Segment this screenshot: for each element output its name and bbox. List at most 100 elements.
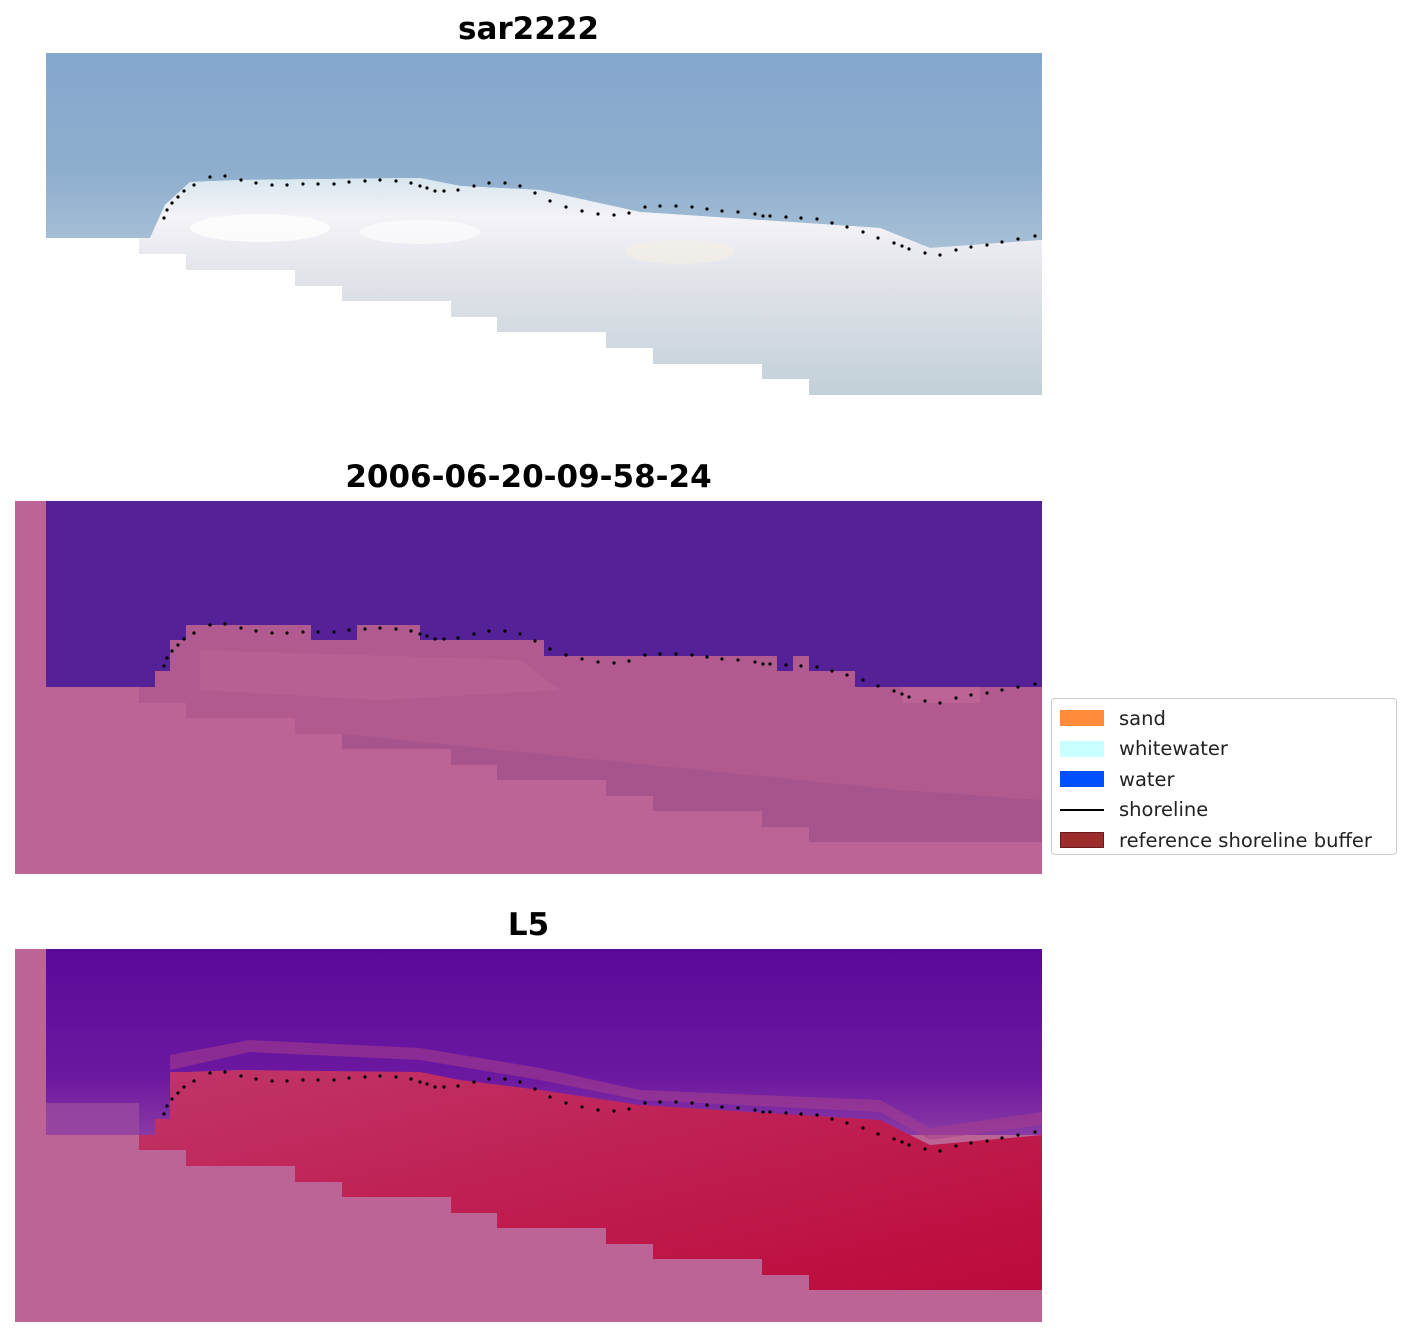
shoreline-point [456,188,460,192]
shoreline-point [418,184,422,188]
shoreline-point [332,1078,336,1082]
shoreline-point [845,673,849,677]
legend-item-sand: sand [1052,703,1396,734]
shoreline-point [301,182,305,186]
shoreline-point [442,1085,446,1089]
panel-title-2: 2006-06-20-09-58-24 [345,459,712,495]
shoreline-point [907,695,911,699]
shoreline-point [548,199,552,203]
shoreline-line-swatch [1060,808,1104,811]
shoreline-point [720,657,724,661]
shoreline-point [876,684,880,688]
shoreline-point [254,1077,258,1081]
legend-label: sand [1119,706,1166,730]
shoreline-point [627,659,631,663]
shoreline-point [954,248,958,252]
shoreline-point [596,212,600,216]
shoreline-point [518,1080,522,1084]
shoreline-point [954,1144,958,1148]
shoreline-point [285,183,289,187]
shoreline-point [658,652,662,656]
shoreline-point [784,663,788,667]
shoreline-point [596,660,600,664]
shoreline-point [761,214,765,218]
shoreline-point [418,1080,422,1084]
shoreline-point [861,1126,865,1130]
shoreline-point [876,236,880,240]
shoreline-point [1016,237,1020,241]
shoreline-point [301,630,305,634]
shoreline-point [176,643,180,647]
shoreline-point [518,184,522,188]
shoreline-point [1033,234,1037,238]
legend-item-shoreline: shoreline [1052,795,1396,826]
shoreline-point [409,1077,413,1081]
legend-item-reference-buffer: reference shoreline buffer [1052,825,1396,856]
shoreline-point [347,180,351,184]
shoreline-point [900,1140,904,1144]
shoreline-point [165,656,169,660]
shoreline-point [363,1075,367,1079]
shoreline-point [442,189,446,193]
shoreline-point [378,1074,382,1078]
shoreline-point [316,182,320,186]
shoreline-point [938,701,942,705]
shoreline-point [815,217,819,221]
shoreline-point [254,629,258,633]
shoreline-point [165,208,169,212]
shoreline-point [487,629,491,633]
shoreline-point [1016,1133,1020,1137]
shoreline-point [612,1109,616,1113]
shoreline-point [1016,685,1020,689]
shoreline-point [969,693,973,697]
legend-label: reference shoreline buffer [1119,828,1372,852]
shoreline-point [674,1100,678,1104]
shoreline-point [705,1103,709,1107]
shoreline-point [580,1105,584,1109]
shoreline-point [658,204,662,208]
shoreline-point [985,691,989,695]
legend-label: shoreline [1119,798,1209,822]
shoreline-point [472,184,476,188]
shoreline-point [768,662,772,666]
shoreline-point [612,661,616,665]
shoreline-point [768,214,772,218]
shoreline-point [347,1076,351,1080]
shoreline-point [176,195,180,199]
shoreline-point [627,211,631,215]
shoreline-point [753,1108,757,1112]
shoreline-point [433,189,437,193]
shoreline-point [876,1132,880,1136]
shoreline-point [239,178,243,182]
shoreline-point [736,1106,740,1110]
shoreline-point [378,178,382,182]
shoreline-point [162,664,166,668]
shoreline-points [162,1070,1037,1153]
shoreline-point [487,181,491,185]
shoreline-point [753,212,757,216]
shoreline-point [969,245,973,249]
shoreline-point [690,1101,694,1105]
legend-label: whitewater [1119,737,1228,761]
whitewater-swatch [1060,740,1104,757]
shoreline-point [192,631,196,635]
shoreline-point [347,628,351,632]
shoreline-point [784,215,788,219]
shoreline-point [503,1077,507,1081]
shoreline-point [285,1079,289,1083]
shoreline-point [433,637,437,641]
shoreline-point [1000,240,1004,244]
shoreline-point [892,689,896,693]
shoreline-point [239,626,243,630]
shoreline-point [170,201,174,205]
rgb-image [46,53,1042,395]
shoreline-point [533,191,537,195]
shoreline-point [1000,688,1004,692]
shoreline-point [316,630,320,634]
shoreline-point [170,649,174,653]
shoreline-point [861,678,865,682]
shoreline-point [182,637,186,641]
shoreline-point [643,653,647,657]
shoreline-point [564,653,568,657]
shoreline-point [1033,682,1037,686]
